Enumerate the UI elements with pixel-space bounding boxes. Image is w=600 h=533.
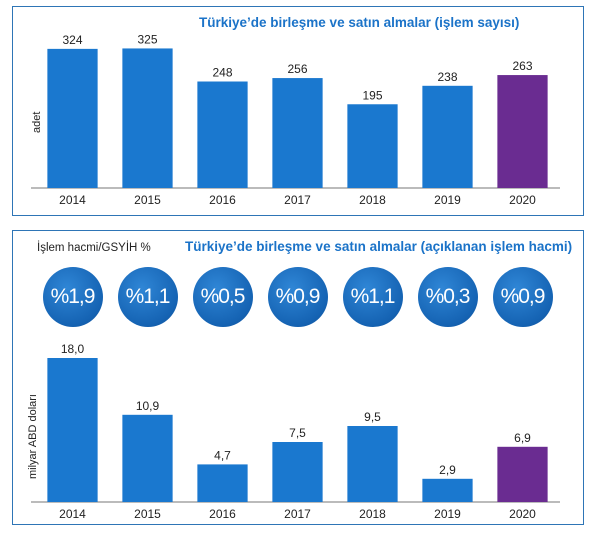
data-label-2017: 256 bbox=[287, 62, 307, 76]
ratio-badge-2019: %0,3 bbox=[417, 267, 478, 327]
chart-title-deal-volume: Türkiye’de birleşme ve satın almalar (aç… bbox=[185, 239, 573, 254]
deal-volume-chart: 18,0 2014 10,9 2015 4,7 2016 7,5 2017 9,5 2018 2,9… bbox=[31, 342, 560, 521]
x-tick-label-2020: 2020 bbox=[509, 193, 536, 207]
deal-count-panel: Türkiye’de birleşme ve satın almalar (iş… bbox=[12, 6, 584, 216]
x-tick-label-2017: 2017 bbox=[284, 507, 311, 521]
data-label-2018: 9,5 bbox=[364, 410, 381, 424]
ratio-badge-2018: %1,1 bbox=[342, 267, 403, 327]
bar-2020 bbox=[497, 75, 548, 188]
data-label-2016: 248 bbox=[212, 66, 232, 80]
data-label-2015: 325 bbox=[137, 32, 157, 46]
bar-2018 bbox=[347, 426, 398, 502]
x-tick-label-2019: 2019 bbox=[434, 193, 461, 207]
bar-2019 bbox=[422, 478, 473, 502]
volume-gdp-ratio-row: %1,9 %1,1 %0,5 %0,9 %1,1 %0,3 %0,9 bbox=[13, 267, 585, 327]
data-label-2014: 18,0 bbox=[61, 342, 85, 356]
x-tick-label-2014: 2014 bbox=[59, 507, 86, 521]
data-label-2015: 10,9 bbox=[136, 399, 160, 413]
bar-2014 bbox=[47, 48, 98, 188]
x-tick-label-2016: 2016 bbox=[209, 507, 236, 521]
bar-2018 bbox=[347, 104, 398, 188]
chart-title-deal-count: Türkiye’de birleşme ve satın almalar (iş… bbox=[199, 15, 520, 30]
data-label-2018: 195 bbox=[362, 88, 382, 102]
bar-2015 bbox=[122, 48, 173, 188]
data-label-2017: 7,5 bbox=[289, 426, 306, 440]
deal-count-chart: 324 2014 325 2015 248 2016 256 2017 195 2018 238 20… bbox=[31, 32, 560, 207]
data-label-2019: 238 bbox=[437, 70, 457, 84]
data-label-2016: 4,7 bbox=[214, 448, 231, 462]
bar-2016 bbox=[197, 81, 248, 188]
x-tick-label-2018: 2018 bbox=[359, 193, 386, 207]
bar-2015 bbox=[122, 414, 173, 502]
bar-2017 bbox=[272, 78, 323, 188]
data-label-2019: 2,9 bbox=[439, 463, 456, 477]
x-tick-label-2020: 2020 bbox=[509, 507, 536, 521]
ratio-badge-2014: %1,9 bbox=[42, 267, 103, 327]
bar-2016 bbox=[197, 464, 248, 502]
x-tick-label-2016: 2016 bbox=[209, 193, 236, 207]
bar-2017 bbox=[272, 442, 323, 502]
x-tick-label-2015: 2015 bbox=[134, 507, 161, 521]
ratio-badge-2015: %1,1 bbox=[117, 267, 178, 327]
ratio-badge-2017: %0,9 bbox=[267, 267, 328, 327]
deal-volume-panel: İşlem hacmi/GSYİH % Türkiye’de birleşme … bbox=[12, 230, 584, 525]
ratio-badge-2020: %0,9 bbox=[492, 267, 553, 327]
data-label-2020: 6,9 bbox=[514, 431, 531, 445]
bar-2020 bbox=[497, 446, 548, 502]
x-tick-label-2015: 2015 bbox=[134, 193, 161, 207]
x-tick-label-2017: 2017 bbox=[284, 193, 311, 207]
data-label-2020: 263 bbox=[512, 59, 532, 73]
ratio-badge-2016: %0,5 bbox=[192, 267, 253, 327]
x-tick-label-2018: 2018 bbox=[359, 507, 386, 521]
bar-2019 bbox=[422, 85, 473, 188]
x-tick-label-2019: 2019 bbox=[434, 507, 461, 521]
bar-2014 bbox=[47, 358, 98, 502]
volume-gdp-ratio-label: İşlem hacmi/GSYİH % bbox=[37, 242, 151, 254]
x-tick-label-2014: 2014 bbox=[59, 193, 86, 207]
data-label-2014: 324 bbox=[62, 33, 82, 47]
